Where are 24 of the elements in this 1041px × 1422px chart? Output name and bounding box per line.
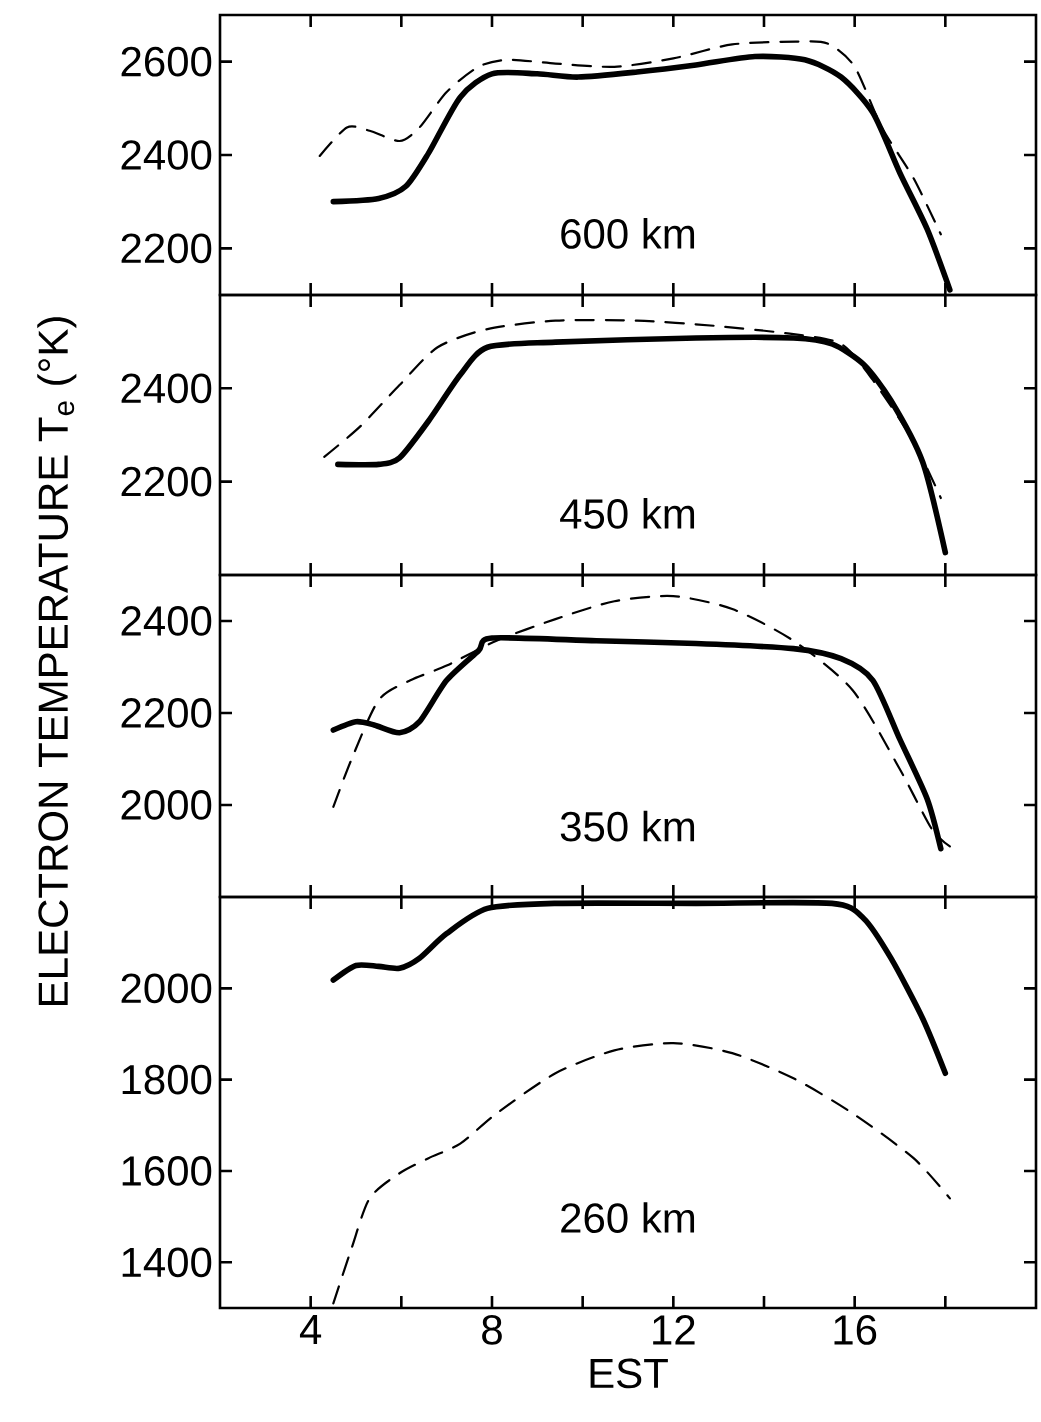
x-tick-label: 12 <box>653 1315 695 1345</box>
y-tick-label: 2400 <box>121 606 212 636</box>
x-tick-label: 8 <box>482 1315 502 1345</box>
y-axis-title: ELECTRON TEMPERATURE T$_{e}$ (°K) <box>37 317 77 1005</box>
x-tick-label: 16 <box>834 1315 877 1345</box>
annotation: 600 km <box>561 217 695 249</box>
y-tick-label: 2200 <box>121 466 212 497</box>
y-tick-label: 2400 <box>121 140 212 170</box>
y-tick-label: 2000 <box>121 790 212 820</box>
y-tick-label: 1800 <box>122 1064 212 1095</box>
x-axis-title: EST <box>590 1358 668 1389</box>
annotation: 450 km <box>560 497 695 529</box>
y-tick-label: 2400 <box>121 373 212 404</box>
x-tick-label: 4 <box>299 1315 322 1344</box>
y-tick-label: 2200 <box>121 233 212 264</box>
annotation: 260 km <box>561 1202 695 1233</box>
y-tick-label: 2200 <box>121 698 212 728</box>
line-series <box>332 1042 951 1305</box>
y-tick-label: 2600 <box>121 46 212 77</box>
line-series <box>332 594 951 848</box>
annotation: 350 km <box>560 810 695 842</box>
y-tick-label: 1600 <box>122 1156 212 1186</box>
y-tick-label: 2000 <box>121 973 212 1004</box>
y-tick-label: 1400 <box>122 1247 212 1278</box>
